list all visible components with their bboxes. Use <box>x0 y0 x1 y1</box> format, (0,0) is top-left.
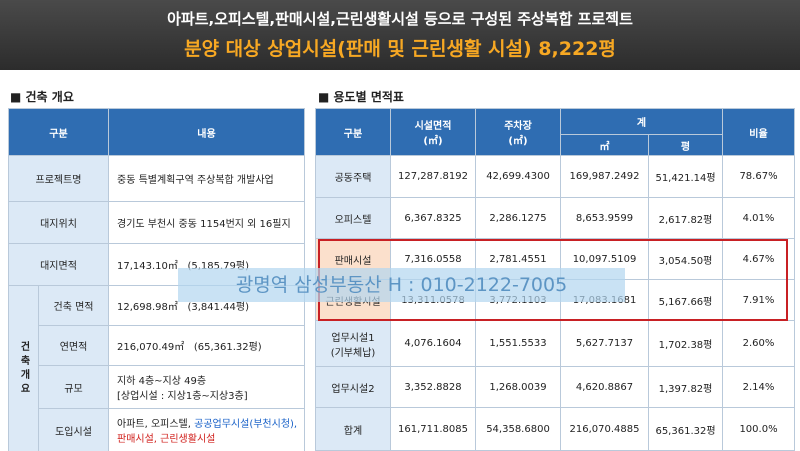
row: 오피스텔 6,367.8325 2,286.1275 8,653.9599 2,617.… <box>315 197 795 239</box>
label: 합계 <box>315 407 391 451</box>
group-label: 건축개요 <box>18 340 29 397</box>
section-title: ■ 건축 개요 <box>10 90 74 104</box>
header: 구분 <box>315 108 391 156</box>
watermark: 광명역 삼성부동산 H : 010-2122-7005 <box>178 268 625 302</box>
row: 합계 161,711.8085 54,358.6800 216,070.4885 65,… <box>315 407 795 451</box>
label: 오피스텔 <box>315 197 391 239</box>
value: 6,367.8325 <box>390 197 476 239</box>
label: 프로젝트명 <box>8 155 109 202</box>
value-part: (65,361.32평) <box>193 342 262 353</box>
value-part: 12,698.98㎡ <box>117 302 178 313</box>
label: 규모 <box>38 365 109 409</box>
label: 도입시설 <box>38 408 109 451</box>
label: 건축 면적 <box>38 285 109 326</box>
section-title: ■ 용도별 면적표 <box>318 90 404 104</box>
header: 평 <box>647 134 724 156</box>
banner: 아파트,오피스텔,판매시설,근린생활시설 등으로 구성된 주상복합 프로젝트 분… <box>0 0 800 70</box>
value: 7.91% <box>722 279 795 321</box>
header: 구분 <box>8 108 109 156</box>
value: 8,653.9599 <box>560 197 649 239</box>
label: 대지위치 <box>8 201 109 244</box>
value-part: (3,841.44평) <box>187 302 249 313</box>
header: 내용 <box>108 108 305 156</box>
value-part: 지하 4층~지상 49층 <box>117 376 207 387</box>
value: 경기도 부천시 중동 1154번지 외 16필지 <box>108 201 305 244</box>
value: 127,287.8192 <box>390 155 476 198</box>
value: 1,268.0039 <box>475 366 561 408</box>
header: 계 <box>559 108 724 135</box>
value: 2.60% <box>722 320 795 367</box>
value-part: 216,070.49㎡ <box>117 342 185 353</box>
label: 연면적 <box>38 325 109 366</box>
header: 시설면적 (㎡) <box>390 108 476 156</box>
banner-headline: 분양 대상 상업시설(판매 및 근린생활 시설) 8,222평 <box>184 38 616 60</box>
label: 대지면적 <box>8 243 109 286</box>
row: 업무시설2 3,352.8828 1,268.0039 4,620.8867 1,397… <box>315 366 795 408</box>
value: 4.01% <box>722 197 795 239</box>
value-part: (5,185.79평) <box>187 261 249 272</box>
value: 100.0% <box>722 407 795 451</box>
value-part: 17,143.10㎡ <box>117 261 178 272</box>
label: 업무시설2 <box>315 366 391 408</box>
value: 2.14% <box>722 366 795 408</box>
value: 161,711.8085 <box>390 407 476 451</box>
value: 1,397.82평 <box>647 366 724 408</box>
value-part: 공공업무시설(부천시청), <box>194 419 298 430</box>
value: 3,352.8828 <box>390 366 476 408</box>
value: 지하 4층~지상 49층 [상업시설 : 지상1층~지상3층] <box>108 365 305 409</box>
row: 공동주택 127,287.8192 42,699.4300 169,987.2492 5… <box>315 155 795 198</box>
label: 공동주택 <box>315 155 391 198</box>
value-part: [상업시설 : 지상1층~지상3층] <box>117 391 248 402</box>
value: 5,627.7137 <box>560 320 649 367</box>
value: 아파트, 오피스텔, 공공업무시설(부천시청), 판매시설, 근린생활시설 <box>108 408 305 451</box>
value: 중동 특별계획구역 주상복합 개발사업 <box>108 155 305 202</box>
value-part: 판매시설, 근린생활시설 <box>117 434 216 445</box>
value: 169,987.2492 <box>560 155 649 198</box>
value: 42,699.4300 <box>475 155 561 198</box>
value: 2,286.1275 <box>475 197 561 239</box>
group-cell: 건축개요 <box>8 285 39 451</box>
value: 4,076.1604 <box>390 320 476 367</box>
value: 4,620.8867 <box>560 366 649 408</box>
value: 78.67% <box>722 155 795 198</box>
value: 51,421.14평 <box>647 155 724 198</box>
value: 2,617.82평 <box>647 197 724 239</box>
label: 업무시설1 (기부체납) <box>315 320 391 367</box>
header: 주차장 (㎡) <box>475 108 561 156</box>
value: 216,070.49㎡ (65,361.32평) <box>108 325 305 366</box>
value: 1,551.5533 <box>475 320 561 367</box>
value-part: 아파트, 오피스텔, <box>117 419 195 430</box>
value: 216,070.4885 <box>560 407 649 451</box>
row: 업무시설1 (기부체납) 4,076.1604 1,551.5533 5,627.71… <box>315 320 795 367</box>
header: ㎡ <box>560 134 649 156</box>
value: 54,358.6800 <box>475 407 561 451</box>
banner-line: 아파트,오피스텔,판매시설,근린생활시설 등으로 구성된 주상복합 프로젝트 <box>167 10 633 28</box>
value: 1,702.38평 <box>647 320 724 367</box>
header: 비율 <box>722 108 795 156</box>
value: 65,361.32평 <box>647 407 724 451</box>
